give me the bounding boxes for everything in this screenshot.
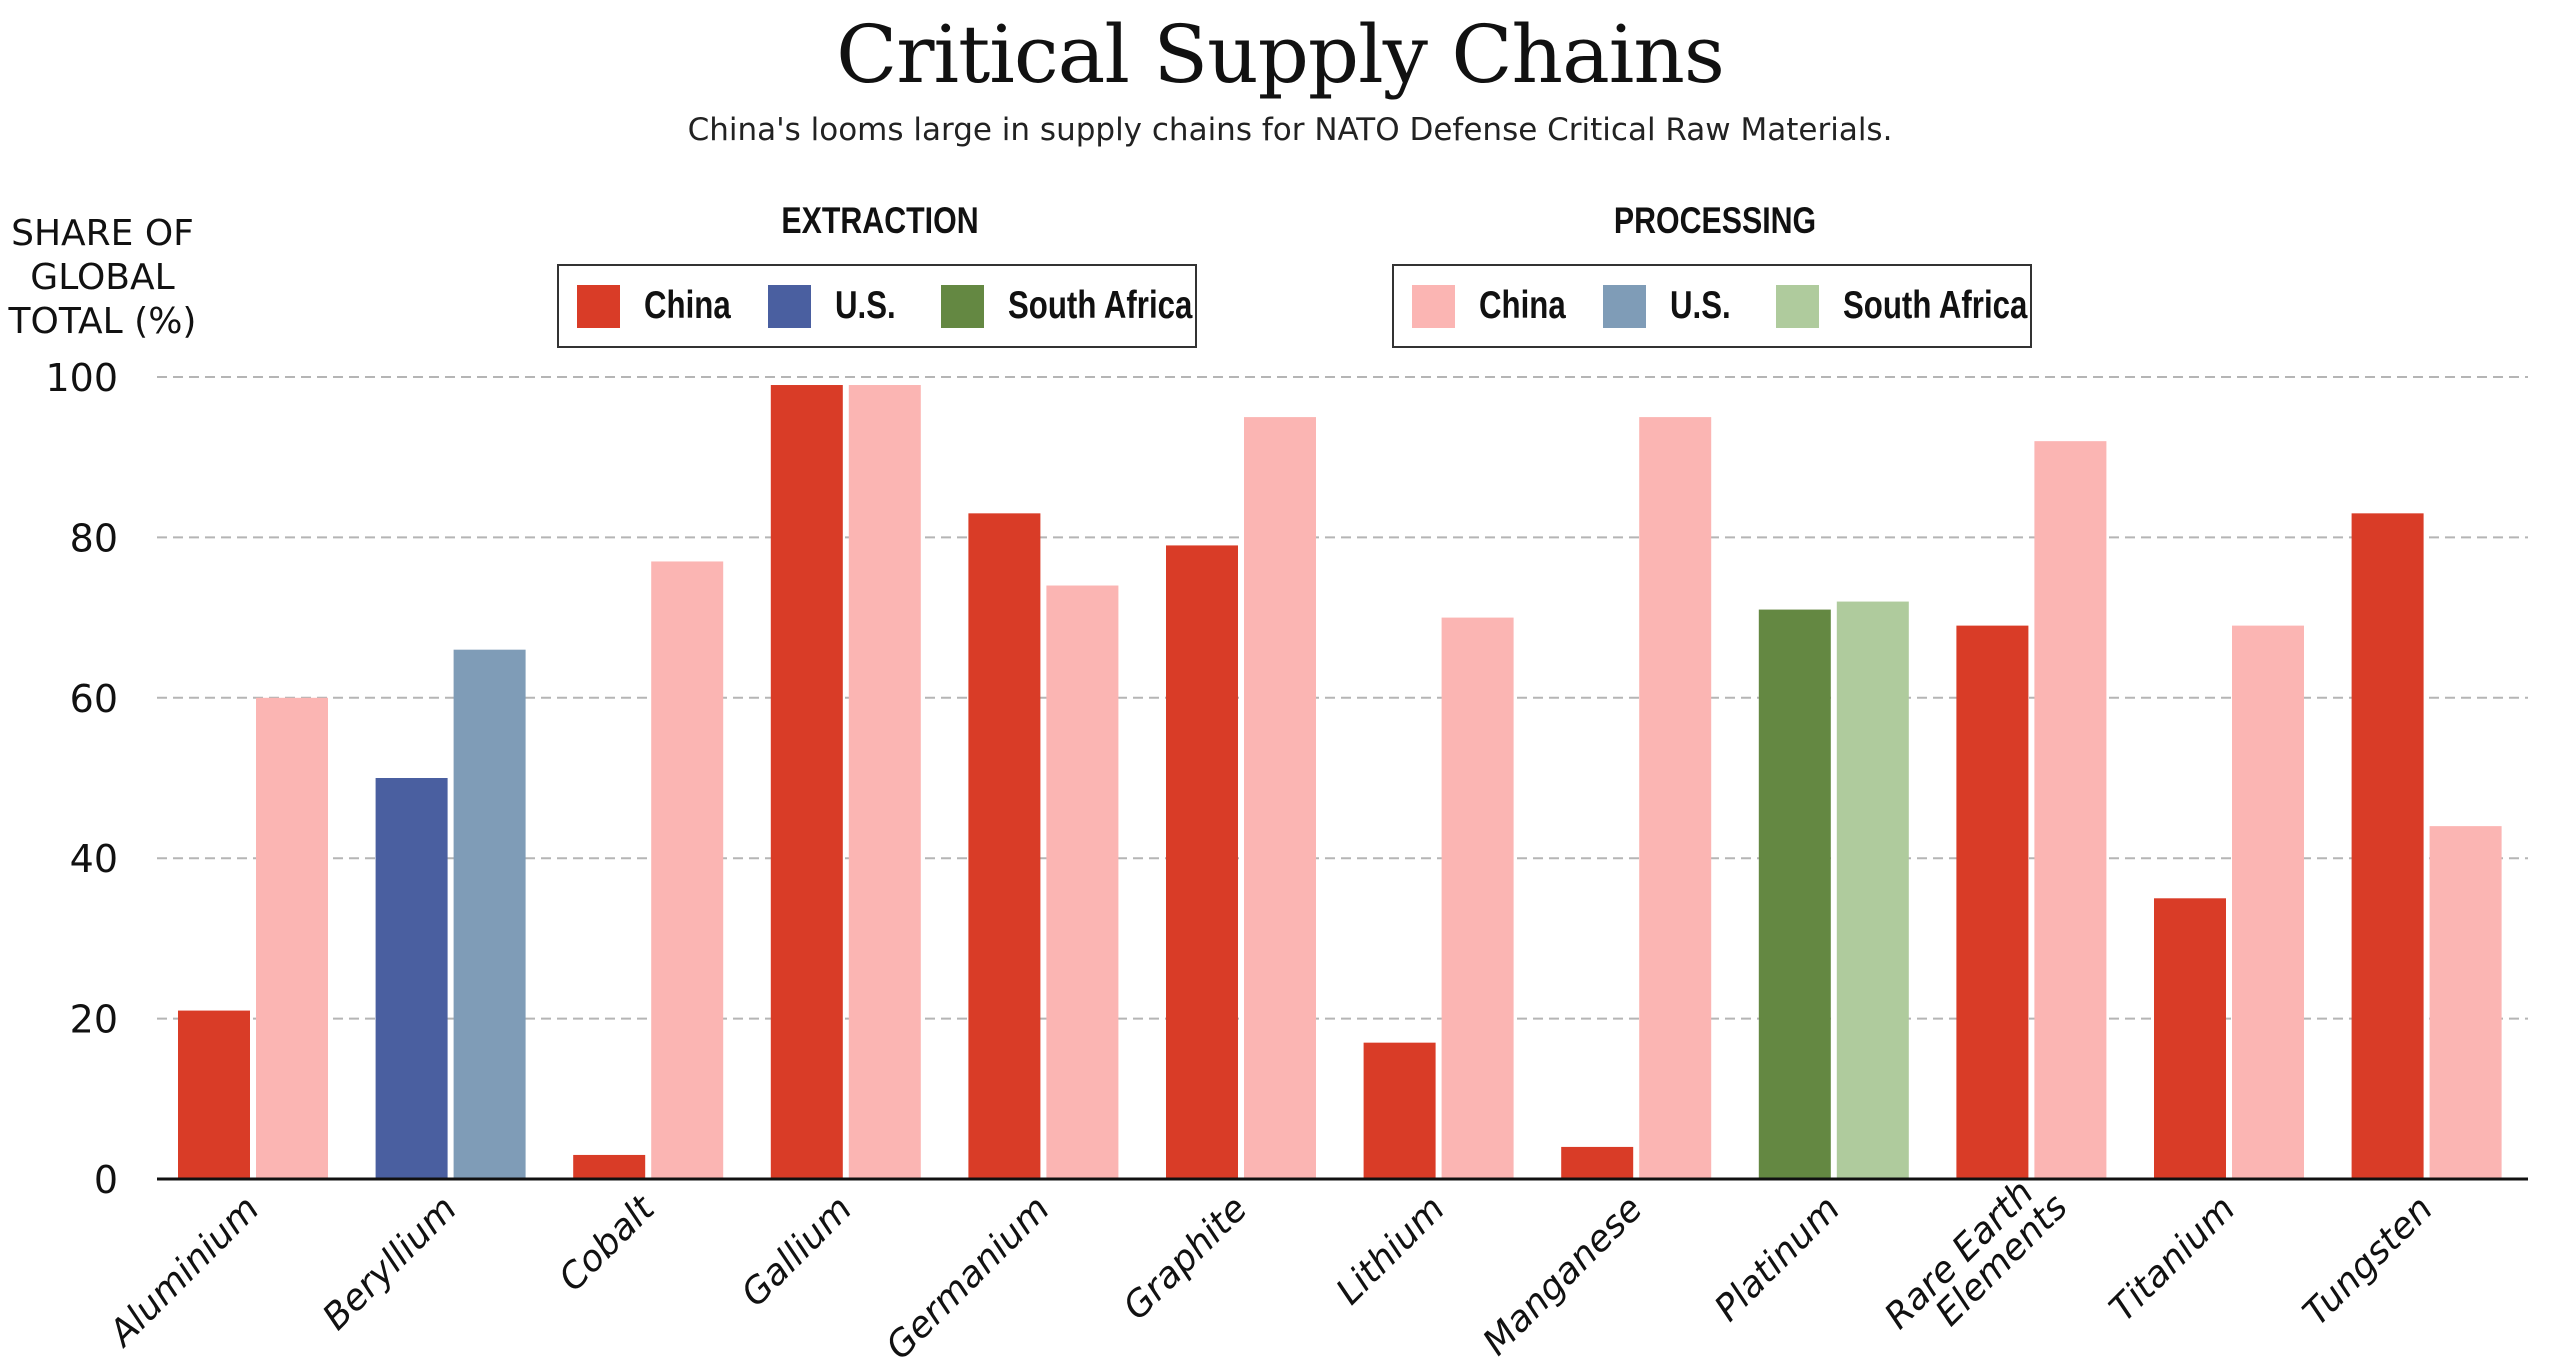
bar-processing-graphite xyxy=(1244,417,1316,1180)
y-tick-label: 100 xyxy=(45,356,118,400)
bar-extraction-titanium xyxy=(2154,898,2226,1179)
legend-processing-title: PROCESSING xyxy=(1613,200,1817,241)
x-tick-label: Cobalt xyxy=(551,1187,663,1299)
legend-swatch xyxy=(577,284,620,328)
y-tick-label: 60 xyxy=(70,677,118,721)
x-tick-label: Tungsten xyxy=(2296,1188,2441,1333)
legend-label: U.S. xyxy=(1670,284,1731,327)
x-tick-label-line: Aluminium xyxy=(100,1188,267,1355)
legend-swatch xyxy=(1412,284,1455,328)
bar-processing-titanium xyxy=(2232,625,2304,1179)
legend-item-extraction-china: China xyxy=(577,284,734,328)
legend-item-extraction-us: U.S. xyxy=(768,284,907,328)
y-tick-label: 40 xyxy=(70,837,118,881)
x-tick-label: Aluminium xyxy=(100,1188,267,1355)
chart-subtitle: China's looms large in supply chains for… xyxy=(687,112,1893,148)
bar-processing-aluminium xyxy=(256,697,328,1179)
x-tick-label-line: Germanium xyxy=(878,1188,1057,1364)
x-tick-label-line: Graphite xyxy=(1116,1188,1256,1328)
bar-extraction-tungsten xyxy=(2351,513,2424,1179)
bar-processing-manganese xyxy=(1639,417,1712,1180)
legend-label: U.S. xyxy=(835,284,896,327)
bar-processing-tungsten xyxy=(2429,826,2502,1179)
bar-extraction-lithium xyxy=(1363,1042,1436,1179)
y-axis-label-line-3: TOTAL (%) xyxy=(8,301,197,342)
x-tick-label-line: Platinum xyxy=(1707,1188,1848,1329)
y-axis-ticks: 0 20 40 60 80 100 xyxy=(45,356,118,1202)
bar-processing-platinum xyxy=(1836,601,1909,1179)
x-tick-label: Graphite xyxy=(1116,1188,1256,1328)
legend-label: South Africa xyxy=(1008,284,1193,327)
x-tick-label: Beryllium xyxy=(315,1188,465,1338)
x-tick-label: Titanium xyxy=(2102,1188,2243,1329)
bar-extraction-manganese xyxy=(1561,1146,1634,1179)
legend-item-processing-china: China xyxy=(1412,284,1569,328)
x-axis-labels: Aluminium Beryllium Cobalt Gallium Germanium… xyxy=(100,1172,2441,1364)
x-tick-label: Platinum xyxy=(1707,1188,1848,1329)
y-tick-label: 80 xyxy=(70,516,118,560)
gridlines xyxy=(157,376,2528,1020)
legend-item-processing-south-africa: South Africa xyxy=(1776,284,2073,328)
x-tick-label: Manganese xyxy=(1475,1188,1650,1363)
x-tick-label: Gallium xyxy=(734,1188,860,1314)
y-axis-label: SHARE OF GLOBAL TOTAL (%) xyxy=(0,212,205,344)
legend-item-extraction-south-africa: South Africa xyxy=(941,284,1238,328)
legend-swatch xyxy=(1776,284,1819,328)
x-tick-label: Germanium xyxy=(878,1188,1057,1364)
y-axis-label-line-2: GLOBAL xyxy=(30,257,175,298)
y-axis-label-line-1: SHARE OF xyxy=(11,213,194,254)
y-tick-label: 0 xyxy=(94,1158,118,1202)
x-tick-label-line: Cobalt xyxy=(551,1187,663,1299)
bar-extraction-platinum xyxy=(1758,609,1831,1179)
legend-extraction-title: EXTRACTION xyxy=(781,200,979,241)
legend-swatch xyxy=(768,284,811,328)
bar-extraction-rare-earth-elements xyxy=(1956,625,2029,1179)
legend-extraction: China U.S. South Africa xyxy=(557,264,1197,348)
legend-processing: China U.S. South Africa xyxy=(1392,264,2032,348)
x-tick-label-line: Gallium xyxy=(734,1188,860,1314)
bar-extraction-cobalt xyxy=(573,1154,646,1179)
legend-item-processing-us: U.S. xyxy=(1603,284,1742,328)
bar-extraction-aluminium xyxy=(178,1010,250,1179)
bars xyxy=(178,385,2502,1180)
bar-processing-lithium xyxy=(1441,617,1514,1179)
bar-processing-gallium xyxy=(848,385,921,1179)
x-tick-label: Lithium xyxy=(1329,1188,1453,1312)
x-tick-label-line: Beryllium xyxy=(315,1188,465,1338)
bar-extraction-graphite xyxy=(1166,545,1238,1179)
bar-processing-beryllium xyxy=(453,649,526,1179)
bar-processing-cobalt xyxy=(651,561,724,1179)
bar-extraction-germanium xyxy=(968,513,1041,1179)
y-tick-label: 20 xyxy=(70,998,118,1042)
x-tick-label-line: Lithium xyxy=(1329,1188,1453,1312)
x-tick-label-line: Tungsten xyxy=(2296,1188,2441,1333)
chart-title: Critical Supply Chains xyxy=(836,8,1725,101)
x-tick-label-line: Titanium xyxy=(2102,1188,2243,1329)
bar-extraction-beryllium xyxy=(375,778,448,1179)
legend-swatch xyxy=(1603,284,1646,328)
bar-processing-rare-earth-elements xyxy=(2034,441,2107,1179)
legend-label: South Africa xyxy=(1843,284,2028,327)
bar-processing-germanium xyxy=(1046,585,1119,1179)
legend-swatch xyxy=(941,284,984,328)
x-tick-label-line: Manganese xyxy=(1475,1188,1650,1363)
bar-extraction-gallium xyxy=(770,385,843,1179)
